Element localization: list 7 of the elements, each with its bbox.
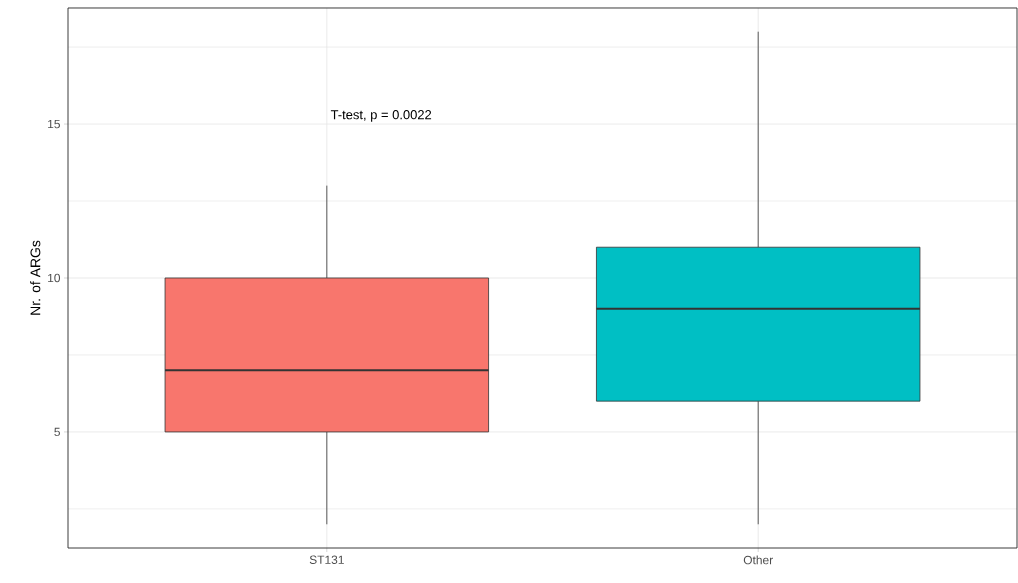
y-tick-label: 5 <box>54 427 60 437</box>
y-axis-title: Nr. of ARGs <box>30 240 41 315</box>
annotation: T-test, p = 0.0022 <box>330 110 432 122</box>
y-tick-label: 15 <box>48 119 60 129</box>
x-tick-label: Other <box>743 555 773 565</box>
y-tick-label: 10 <box>48 273 61 283</box>
x-tick-label: ST131 <box>309 555 344 564</box>
